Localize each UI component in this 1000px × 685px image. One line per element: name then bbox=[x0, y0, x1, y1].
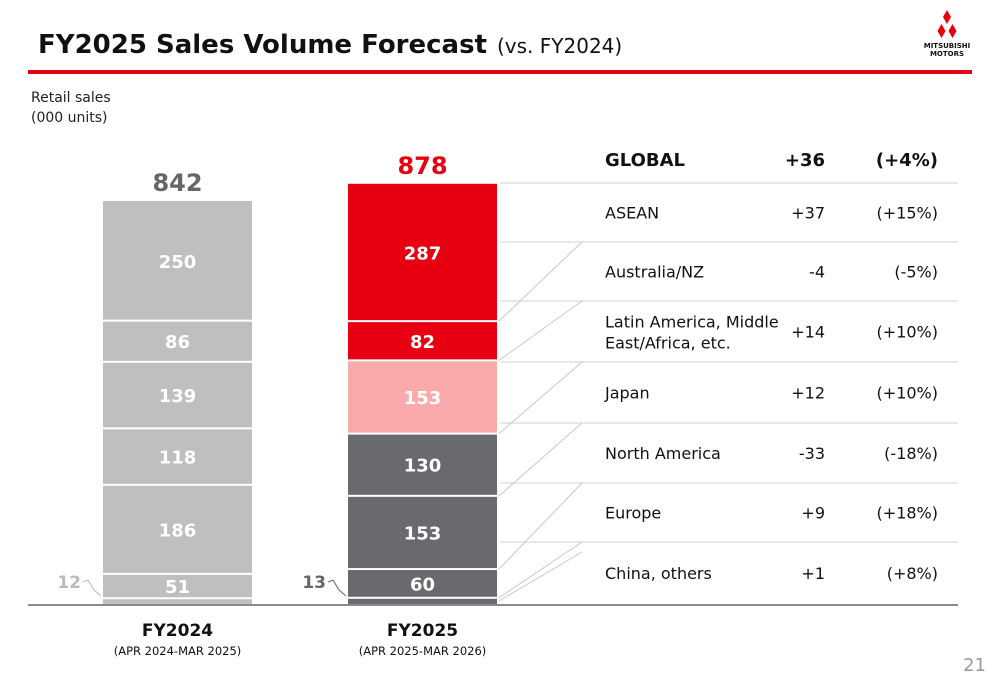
connector-line-3 bbox=[498, 361, 583, 434]
category-label-0: FY2024 bbox=[142, 621, 213, 641]
bar-label-small-0: 12 bbox=[57, 573, 81, 593]
table-row-region-4: North America bbox=[605, 444, 721, 463]
bar-segment-fy2024-0 bbox=[103, 599, 252, 604]
bar-label-0-3: 118 bbox=[159, 448, 197, 469]
connector-line-last bbox=[498, 551, 583, 602]
bar-label-0-1: 51 bbox=[165, 577, 190, 598]
units-line-1: Retail sales bbox=[31, 90, 111, 106]
table-row-pct-1: (-5%) bbox=[894, 263, 938, 282]
table-row-region-6: China, others bbox=[605, 564, 712, 583]
category-sublabel-0: (APR 2024-MAR 2025) bbox=[114, 644, 242, 658]
bar-total-0: 842 bbox=[152, 169, 202, 197]
page-title: FY2025 Sales Volume Forecast (vs. FY2024) bbox=[38, 30, 622, 60]
table-row-region-5: Europe bbox=[605, 504, 661, 523]
bar-label-0-6: 250 bbox=[159, 252, 197, 273]
logo-diamond-top bbox=[943, 10, 951, 24]
bar-label-1-2: 153 bbox=[404, 523, 442, 544]
bar-total-1: 878 bbox=[397, 152, 447, 180]
connector-line-4 bbox=[498, 422, 583, 497]
bar-segment-fy2025-6 bbox=[348, 183, 497, 321]
table-row-region-2-0: Latin America, Middle bbox=[605, 313, 779, 332]
bar-label-small-1: 13 bbox=[302, 573, 326, 593]
bar-label-1-6: 287 bbox=[404, 243, 442, 264]
bar-label-0-4: 139 bbox=[159, 386, 197, 407]
table-row-change-4: -33 bbox=[799, 444, 825, 463]
table-row-change-5: +9 bbox=[801, 504, 825, 523]
logo-diamond-right bbox=[948, 24, 957, 38]
bar-segment-fy2025-5 bbox=[348, 322, 497, 360]
table-row-region-2-1: East/Africa, etc. bbox=[605, 334, 731, 353]
title-main: FY2025 Sales Volume Forecast bbox=[38, 30, 487, 60]
bar-label-1-4: 153 bbox=[404, 388, 442, 409]
table-row-region-0: ASEAN bbox=[605, 204, 659, 223]
bar-label-leader-0 bbox=[82, 579, 102, 597]
table-row-pct-6: (+8%) bbox=[887, 564, 938, 583]
bar-segment-fy2025-4 bbox=[348, 361, 497, 433]
bar-label-1-3: 130 bbox=[404, 456, 442, 477]
bar-segment-fy2024-1 bbox=[103, 574, 252, 598]
bar-label-0-2: 186 bbox=[159, 520, 197, 541]
bar-segment-fy2024-4 bbox=[103, 362, 252, 428]
table-row-change-3: +12 bbox=[791, 384, 825, 403]
table-row-change-6: +1 bbox=[801, 564, 825, 583]
bar-label-1-1: 60 bbox=[410, 574, 435, 595]
table-row-region-3: Japan bbox=[604, 384, 650, 403]
category-label-1: FY2025 bbox=[387, 621, 458, 641]
bar-segment-fy2025-0 bbox=[348, 598, 497, 604]
category-sublabel-1: (APR 2025-MAR 2026) bbox=[359, 644, 487, 658]
table-header-change: +36 bbox=[785, 150, 825, 171]
bar-label-leader-1 bbox=[327, 579, 347, 597]
table-header-region: GLOBAL bbox=[605, 150, 685, 171]
mitsubishi-logo: MITSUBISHI MOTORS bbox=[924, 10, 971, 58]
logo-diamond-left bbox=[937, 24, 946, 38]
bar-segment-fy2024-3 bbox=[103, 429, 252, 484]
connector-line-1 bbox=[498, 241, 583, 322]
bar-segment-fy2025-2 bbox=[348, 496, 497, 569]
bar-segment-fy2025-3 bbox=[348, 434, 497, 495]
table-row-pct-2: (+10%) bbox=[877, 323, 938, 342]
units-label: Retail sales (000 units) bbox=[31, 88, 111, 128]
bar-segment-fy2025-1 bbox=[348, 570, 497, 597]
title-rule bbox=[28, 70, 972, 74]
title-sub: (vs. FY2024) bbox=[497, 34, 623, 58]
units-line-2: (000 units) bbox=[31, 110, 108, 126]
connector-line-5 bbox=[498, 482, 583, 570]
connector-line-6 bbox=[498, 541, 583, 599]
table-row-region-1: Australia/NZ bbox=[605, 263, 704, 282]
table-row-pct-0: (+15%) bbox=[877, 204, 938, 223]
table-row-change-2: +14 bbox=[791, 323, 825, 342]
bar-label-1-5: 82 bbox=[410, 332, 435, 353]
table-row-change-1: -4 bbox=[809, 263, 825, 282]
table-row-pct-3: (+10%) bbox=[877, 384, 938, 403]
bar-segment-fy2024-2 bbox=[103, 485, 252, 573]
bar-segment-fy2024-6 bbox=[103, 201, 252, 320]
page-number: 21 bbox=[963, 655, 986, 676]
connector-line-2 bbox=[498, 300, 583, 361]
bar-segment-fy2024-5 bbox=[103, 321, 252, 361]
table-header-pct: (+4%) bbox=[876, 150, 938, 171]
table-row-pct-4: (-18%) bbox=[884, 444, 938, 463]
table-row-change-0: +37 bbox=[791, 204, 825, 223]
logo-text-1: MITSUBISHI bbox=[924, 42, 971, 50]
logo-text-2: MOTORS bbox=[930, 50, 964, 58]
bar-label-0-5: 86 bbox=[165, 332, 190, 353]
table-row-pct-5: (+18%) bbox=[877, 504, 938, 523]
